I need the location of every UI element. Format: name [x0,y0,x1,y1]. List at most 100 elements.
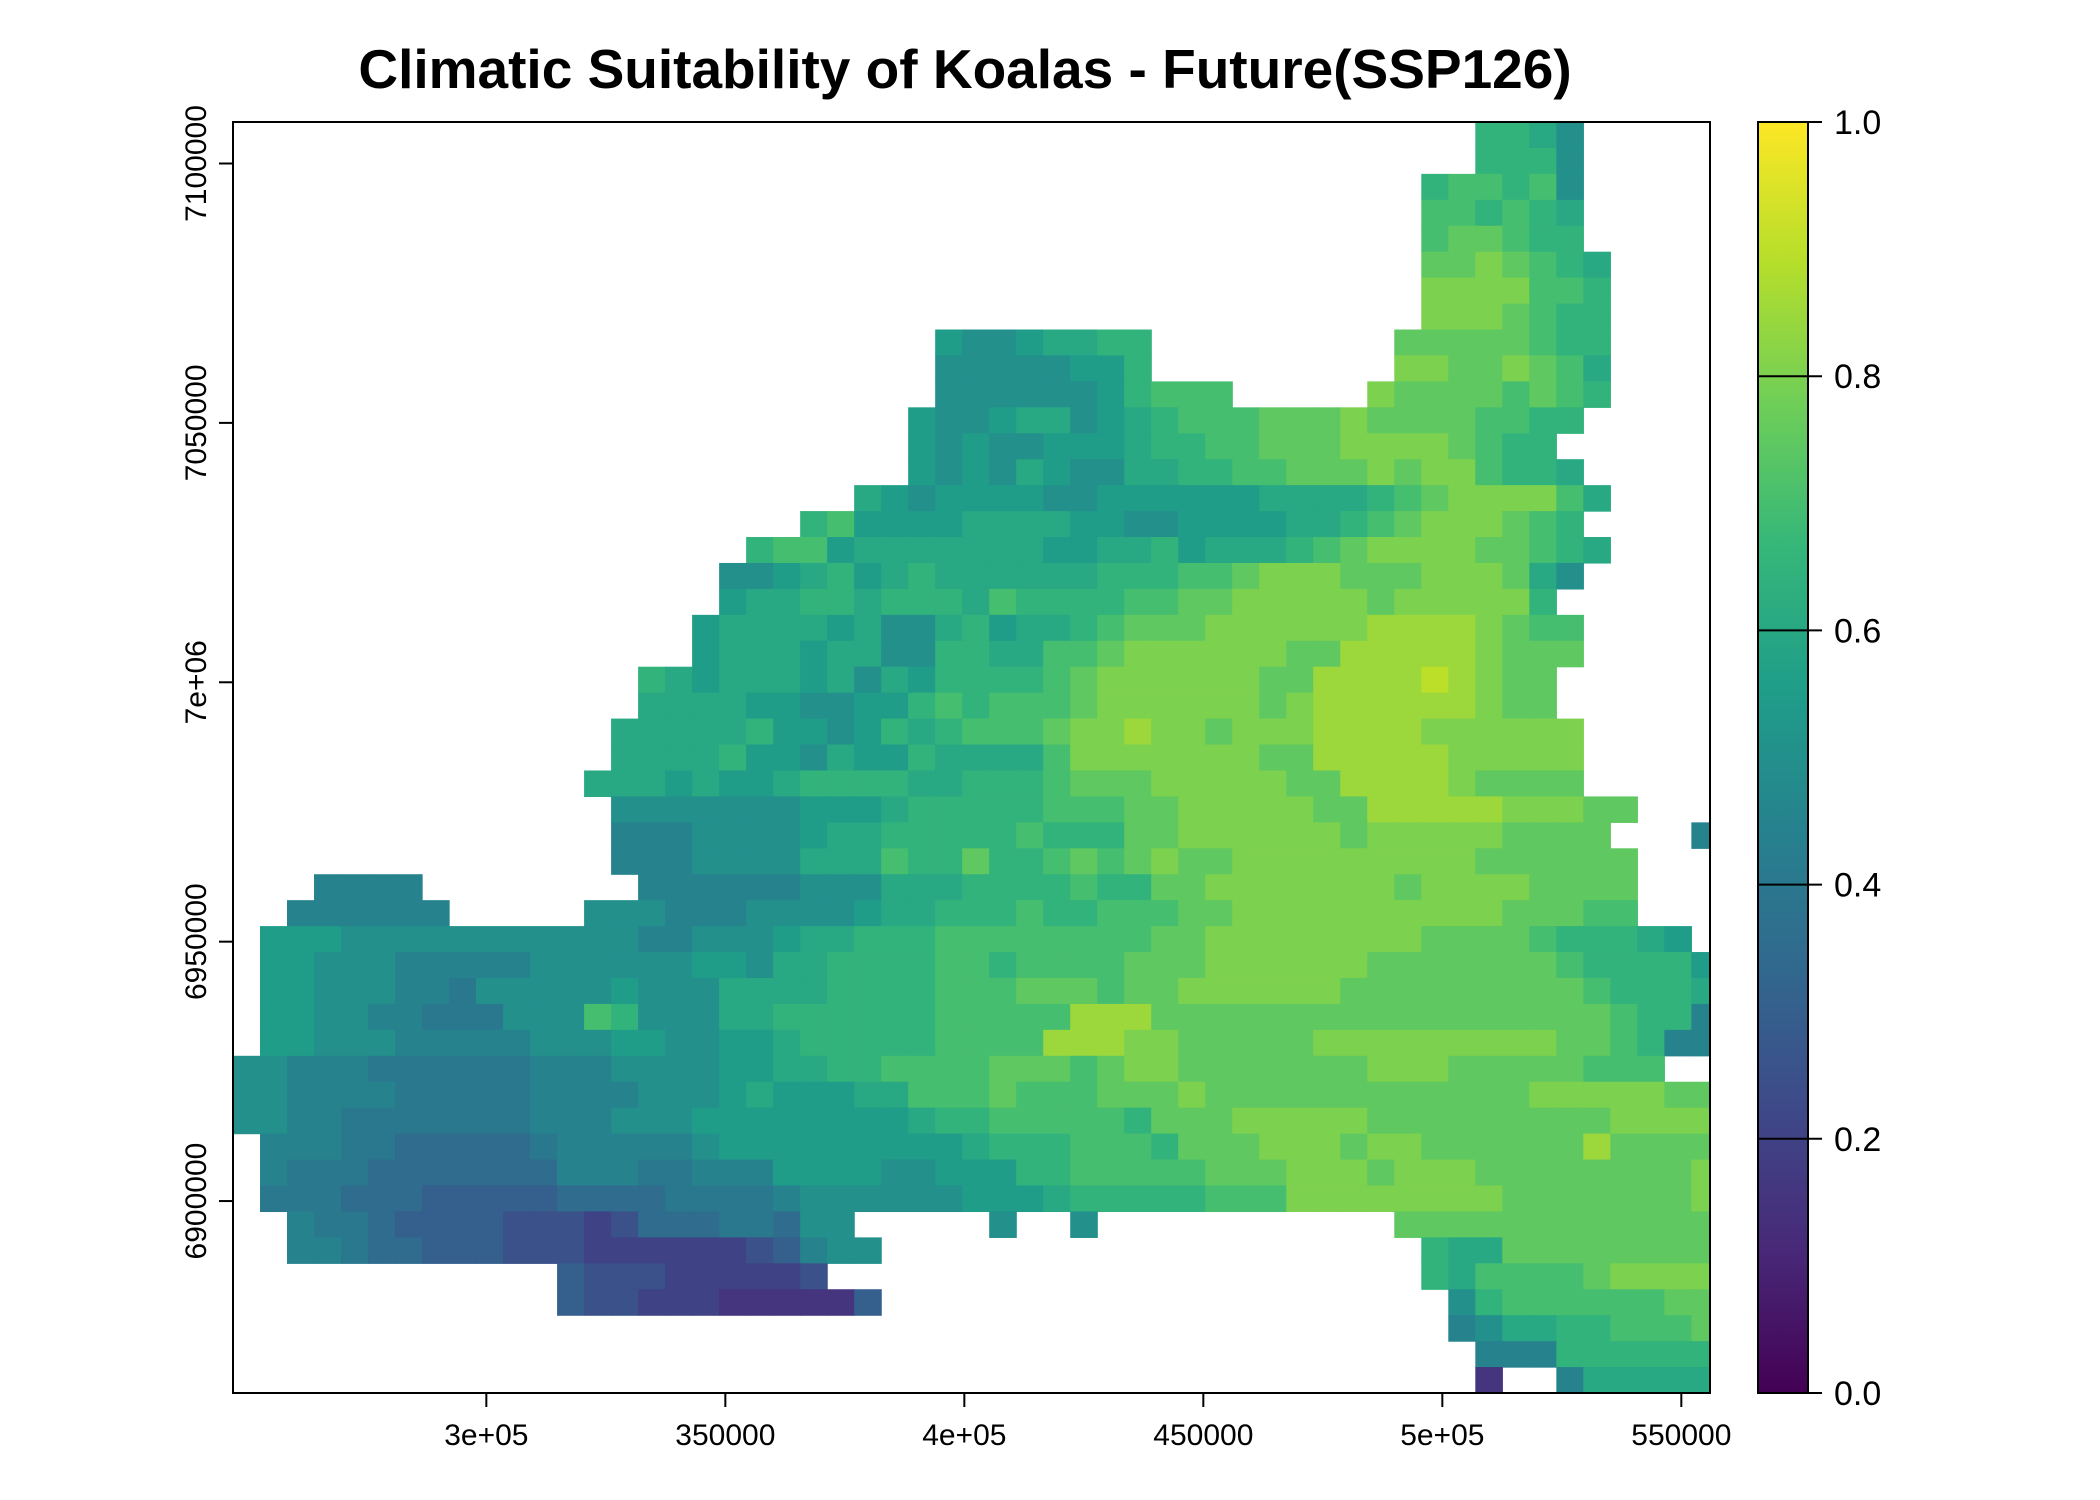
raster-cell [1367,459,1395,486]
raster-cell [1178,1159,1206,1187]
raster-cell [1475,251,1503,279]
raster-cell [800,1185,828,1213]
raster-cell [1178,614,1206,642]
raster-cell [746,1159,774,1187]
raster-cell [1124,952,1152,979]
raster-cell [1367,537,1395,564]
raster-cell [314,900,342,927]
raster-cell [800,511,828,538]
raster-cell [1151,562,1179,590]
raster-cell [287,952,315,979]
raster-cell [1016,562,1044,590]
raster-cell [1259,1029,1287,1057]
raster-cell [1610,1055,1638,1083]
raster-cell [395,1159,423,1187]
raster-cell [1205,744,1233,772]
raster-cell [1421,900,1449,927]
raster-cell [1178,433,1206,460]
raster-cell [584,1289,612,1316]
raster-cell [1367,511,1395,538]
raster-cell [827,874,855,901]
raster-cell [1205,381,1233,408]
raster-cell [1016,485,1044,512]
raster-cell [1394,640,1422,668]
raster-cell [1232,666,1260,694]
raster-cell [1475,1107,1503,1135]
raster-cell [881,1133,909,1161]
raster-cell [1286,614,1314,642]
raster-cell [1367,1003,1395,1031]
raster-cell [854,952,882,979]
raster-cell [1097,952,1125,979]
raster-cell [1178,1081,1206,1109]
raster-cell [1151,822,1179,849]
raster-cell [1070,459,1098,486]
raster-cell [611,822,639,849]
raster-cell [881,1081,909,1109]
raster-cell [1448,173,1476,201]
raster-cell [1556,1159,1584,1187]
raster-cell [422,1107,450,1135]
raster-cell [314,1159,342,1187]
raster-cell [1691,1367,1711,1394]
raster-cell [1583,1133,1611,1161]
raster-cell [935,459,963,486]
raster-cell [557,1055,585,1083]
raster-cell [908,1029,936,1057]
raster-cell [1448,1185,1476,1213]
raster-cell [1475,511,1503,538]
raster-cell [1178,874,1206,901]
raster-cell [1178,588,1206,616]
raster-cell [1043,459,1071,486]
raster-cell [746,1185,774,1213]
raster-cell [260,1081,288,1109]
raster-cell [1448,614,1476,642]
raster-cell [1421,770,1449,798]
raster-cell [1637,1185,1665,1213]
raster-cell [1232,926,1260,953]
raster-cell [1043,822,1071,849]
raster-cell [881,1003,909,1031]
raster-cell [908,952,936,979]
raster-cell [908,692,936,720]
raster-cell [800,822,828,849]
raster-cell [1367,562,1395,590]
raster-cell [773,1159,801,1187]
raster-cell [1259,485,1287,512]
raster-cell [1097,1107,1125,1135]
raster-cell [989,433,1017,460]
raster-cell [1070,666,1098,694]
raster-cell [1016,1107,1044,1135]
raster-cell [881,640,909,668]
raster-cell [1556,303,1584,331]
raster-cell [1502,1133,1530,1161]
raster-cell [1016,692,1044,720]
raster-cell [1043,977,1071,1005]
raster-cell [1097,459,1125,486]
raster-cell [1043,381,1071,408]
raster-cell [1421,926,1449,953]
raster-cell [1502,692,1530,720]
raster-cell [287,1159,315,1187]
raster-cell [1259,796,1287,823]
raster-cell [1583,355,1611,382]
raster-cell [881,770,909,798]
raster-cell [1610,1367,1638,1394]
raster-cell [1475,1367,1503,1394]
raster-cell [1448,1315,1476,1342]
raster-cell [422,1159,450,1187]
raster-cell [287,1107,315,1135]
raster-cell [341,952,369,979]
raster-cell [1016,1185,1044,1213]
raster-cell [1313,511,1341,538]
raster-cell [665,1289,693,1316]
raster-cell [1205,666,1233,694]
raster-cell [638,744,666,772]
raster-cell [1529,381,1557,408]
raster-cell [1124,562,1152,590]
raster-cell [1448,744,1476,772]
raster-cell [1583,485,1611,512]
raster-cell [1286,952,1314,979]
raster-cell [1313,718,1341,746]
raster-cell [1583,1367,1611,1394]
